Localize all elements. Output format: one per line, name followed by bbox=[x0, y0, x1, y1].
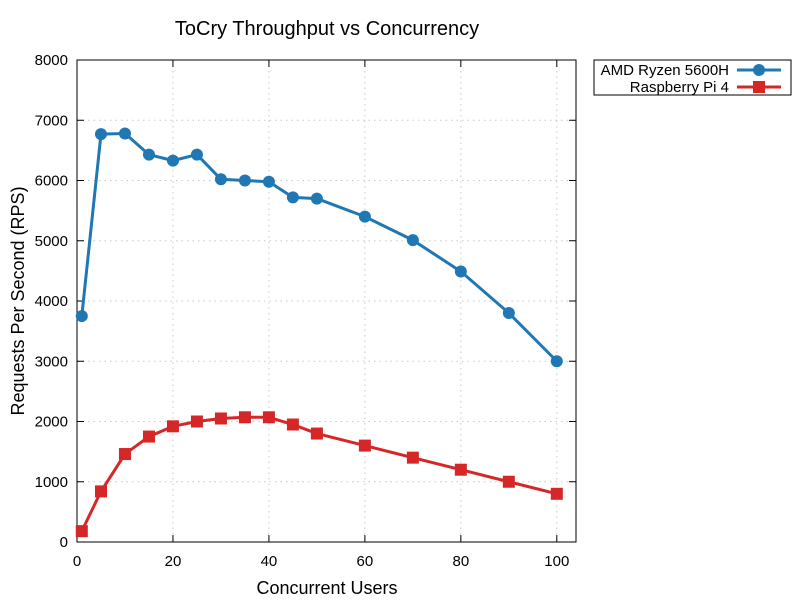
y-tick-label: 8000 bbox=[35, 52, 68, 69]
legend-marker bbox=[753, 81, 765, 93]
data-point bbox=[550, 487, 563, 500]
chart-title: ToCry Throughput vs Concurrency bbox=[175, 18, 479, 40]
data-point bbox=[118, 127, 131, 140]
legend-marker bbox=[753, 64, 765, 76]
data-point bbox=[262, 411, 275, 424]
data-point bbox=[550, 355, 563, 368]
data-point bbox=[502, 307, 515, 320]
data-point bbox=[238, 174, 251, 187]
x-tick-label: 80 bbox=[453, 553, 470, 570]
data-point bbox=[166, 420, 179, 433]
data-point bbox=[502, 475, 515, 488]
grid bbox=[77, 60, 576, 542]
data-point bbox=[142, 148, 155, 161]
data-point bbox=[75, 310, 88, 323]
data-point bbox=[454, 463, 467, 476]
y-tick-label: 1000 bbox=[35, 474, 68, 491]
series-2 bbox=[75, 411, 563, 538]
x-tick-label: 60 bbox=[357, 553, 374, 570]
data-point bbox=[406, 234, 419, 247]
y-tick-label: 2000 bbox=[35, 414, 68, 431]
x-axis-tick-labels: 0 20 40 60 80 100 bbox=[73, 553, 569, 570]
data-point bbox=[262, 175, 275, 188]
series-1 bbox=[75, 127, 563, 368]
data-point bbox=[75, 525, 88, 538]
data-point bbox=[166, 154, 179, 167]
y-tick-label: 6000 bbox=[35, 173, 68, 190]
legend-label: AMD Ryzen 5600H bbox=[601, 62, 729, 79]
data-point bbox=[406, 451, 419, 464]
y-tick-label: 0 bbox=[60, 534, 68, 551]
y-axis-title: Requests Per Second (RPS) bbox=[8, 186, 28, 415]
y-axis-tick-labels: 0 1000 2000 3000 4000 5000 6000 7000 8000 bbox=[35, 52, 68, 551]
data-point bbox=[238, 411, 251, 424]
x-tick-label: 20 bbox=[165, 553, 182, 570]
x-tick-label: 40 bbox=[261, 553, 278, 570]
data-point bbox=[358, 439, 371, 452]
data-point bbox=[214, 412, 227, 425]
x-tick-label: 100 bbox=[544, 553, 569, 570]
y-tick-label: 5000 bbox=[35, 233, 68, 250]
y-tick-label: 3000 bbox=[35, 353, 68, 370]
legend-label: Raspberry Pi 4 bbox=[630, 79, 729, 96]
x-axis-title: Concurrent Users bbox=[256, 578, 397, 598]
x-tick-label: 0 bbox=[73, 553, 81, 570]
data-point bbox=[94, 128, 107, 141]
axis-ticks bbox=[76, 59, 576, 543]
data-point bbox=[286, 418, 299, 431]
series-line bbox=[80, 132, 558, 363]
data-point bbox=[190, 415, 203, 428]
data-point bbox=[214, 173, 227, 186]
series-layer bbox=[75, 127, 563, 538]
series-line bbox=[80, 415, 558, 532]
data-point bbox=[358, 210, 371, 223]
data-point bbox=[310, 427, 323, 440]
data-point bbox=[454, 265, 467, 278]
data-point bbox=[94, 485, 107, 498]
data-point bbox=[142, 430, 155, 443]
y-tick-label: 7000 bbox=[35, 112, 68, 129]
y-tick-label: 4000 bbox=[35, 293, 68, 310]
data-point bbox=[286, 191, 299, 204]
data-point bbox=[118, 448, 131, 461]
data-point bbox=[190, 148, 203, 161]
data-point bbox=[310, 192, 323, 205]
